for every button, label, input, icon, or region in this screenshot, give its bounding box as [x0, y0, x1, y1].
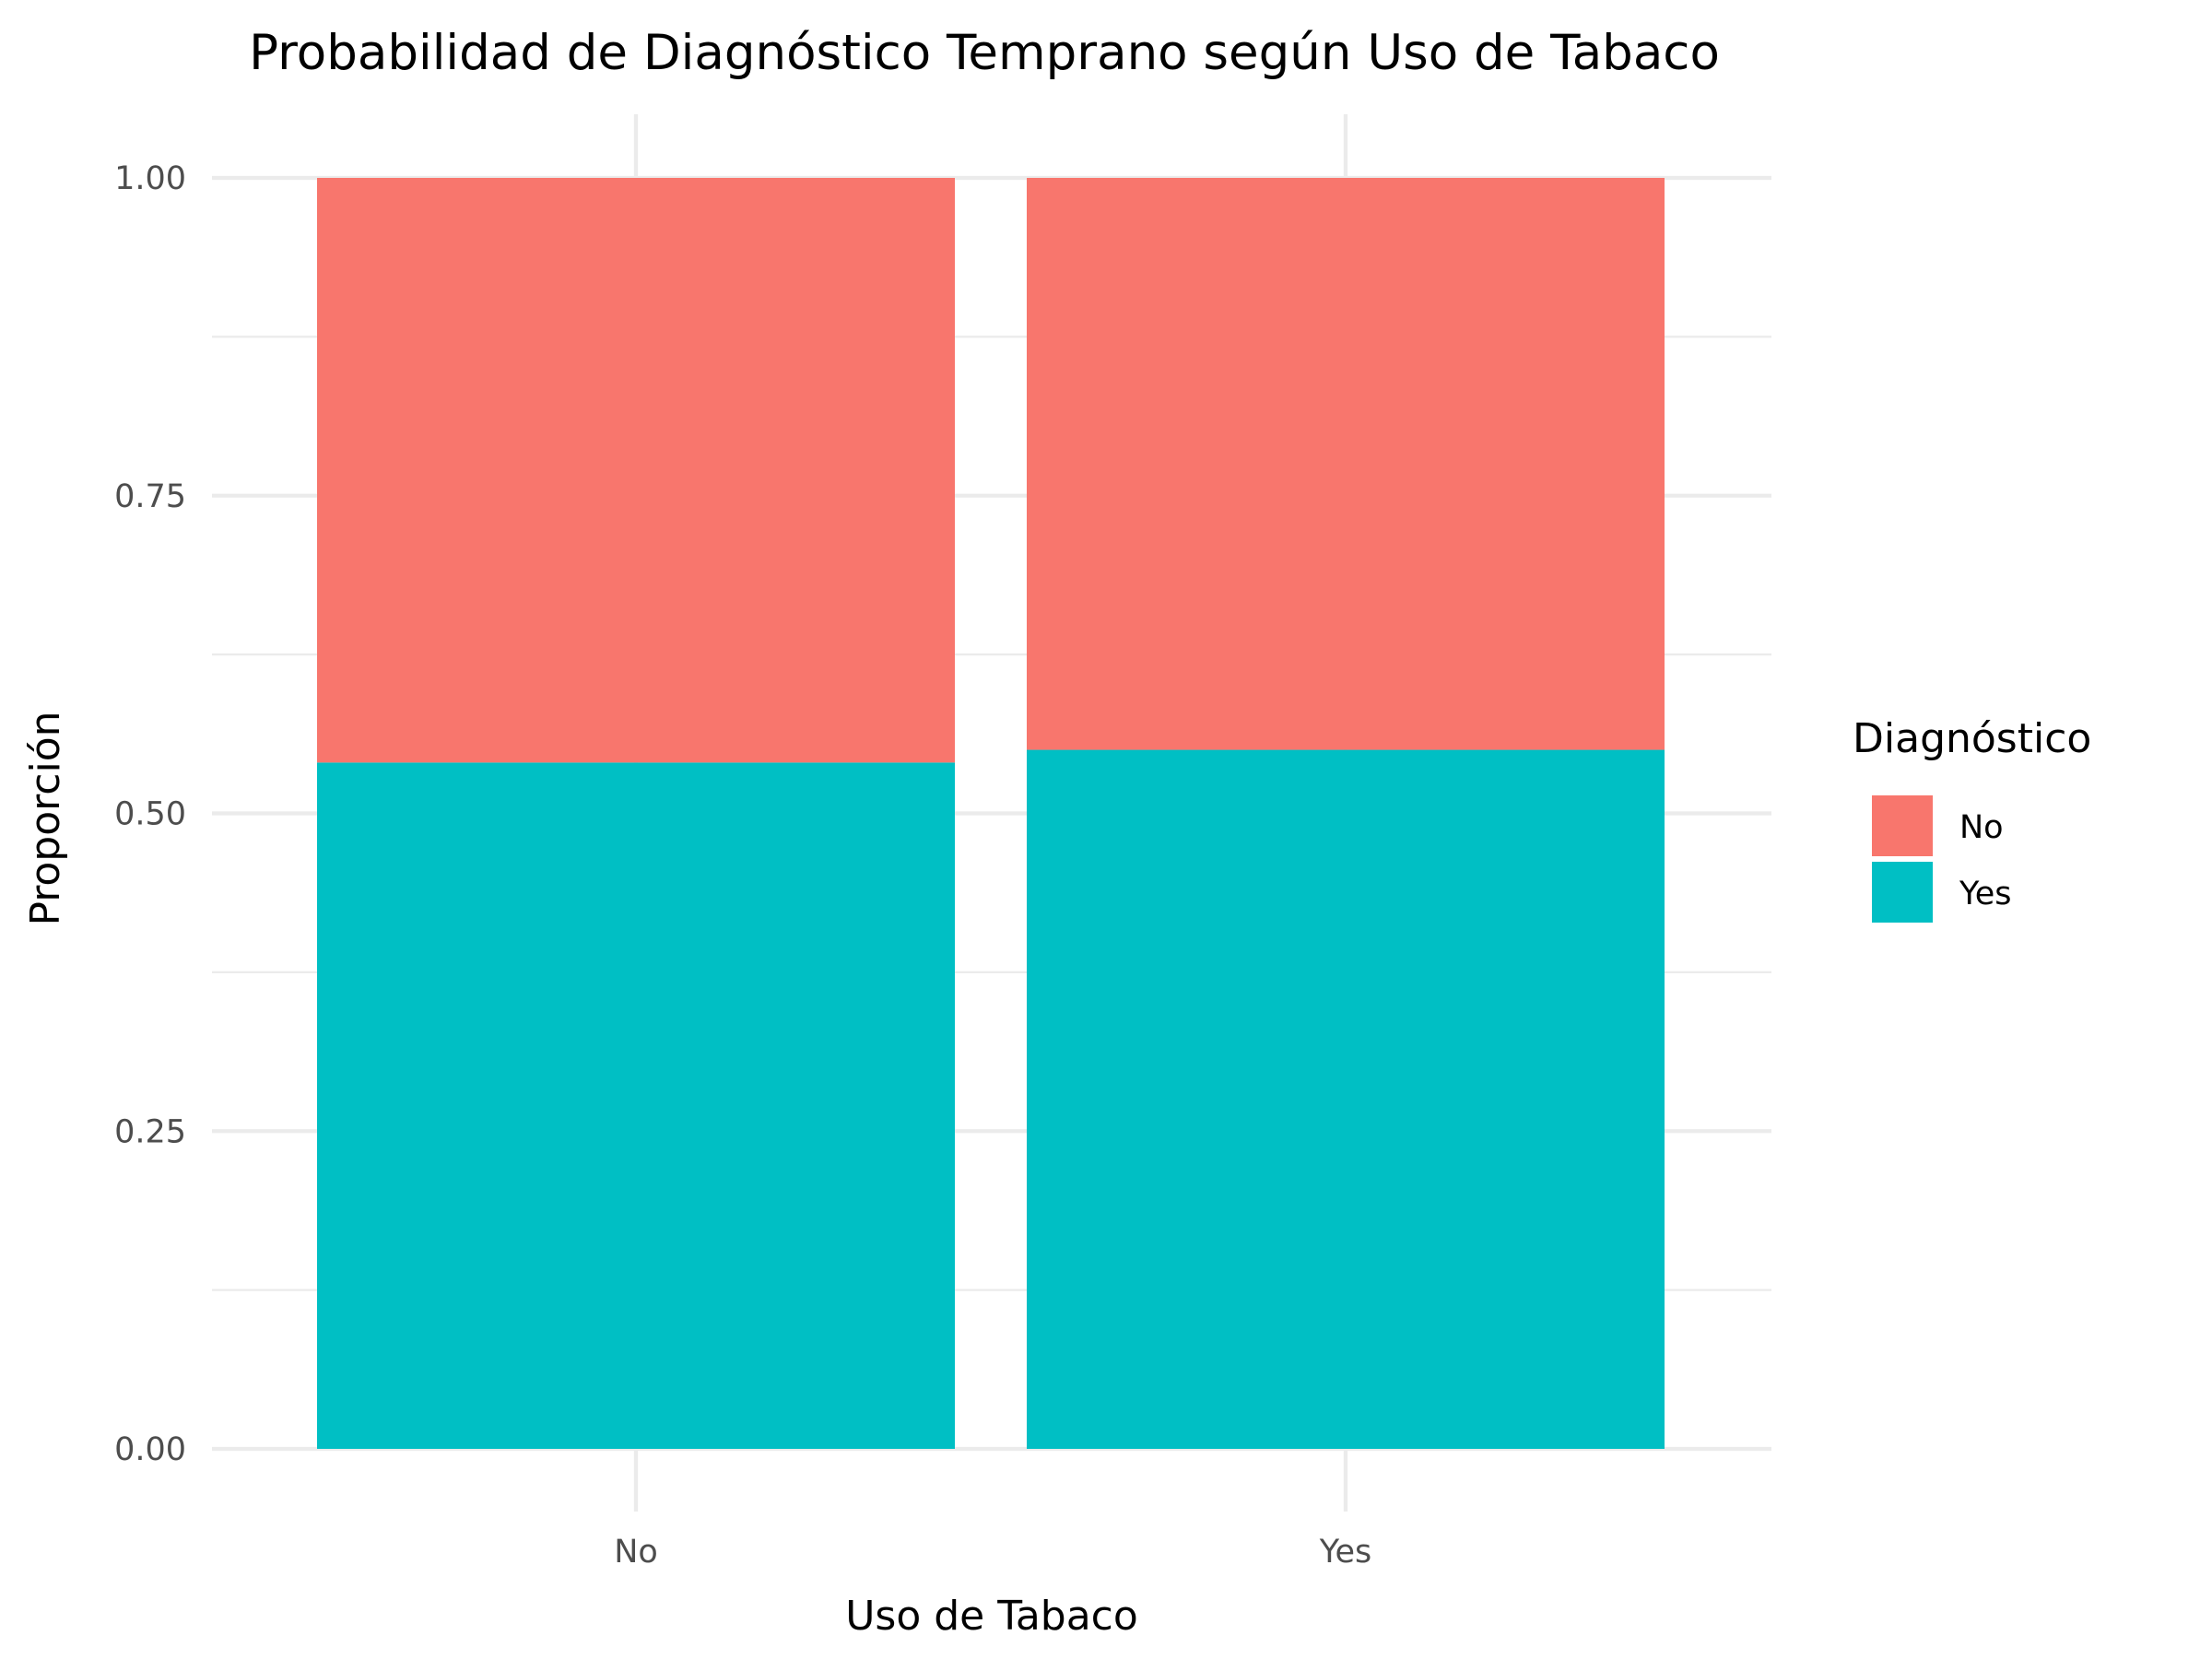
legend: Diagnóstico No Yes — [1853, 715, 2091, 923]
y-tick-label: 0.50 — [114, 796, 186, 833]
bar-yes-yes — [1027, 749, 1665, 1449]
y-tick-label: 0.75 — [114, 478, 186, 515]
bar-no-no — [317, 178, 955, 763]
bars — [317, 178, 1665, 1449]
x-axis-title: Uso de Tabaco — [845, 1593, 1138, 1640]
x-tick-label: No — [614, 1534, 658, 1571]
y-tick-label: 0.00 — [114, 1431, 186, 1468]
x-tick-labels: No Yes — [614, 1534, 1371, 1571]
y-tick-labels: 0.00 0.25 0.50 0.75 1.00 — [114, 160, 186, 1468]
chart-title: Probabilidad de Diagnóstico Temprano seg… — [249, 25, 1720, 81]
bar-yes-no — [1027, 178, 1665, 750]
x-tick-label: Yes — [1319, 1534, 1372, 1571]
legend-title: Diagnóstico — [1853, 715, 2091, 762]
legend-key-no — [1872, 795, 1933, 856]
legend-label-no: No — [1959, 809, 2004, 846]
y-axis-title: Proporción — [22, 712, 69, 926]
legend-key-yes — [1872, 862, 1933, 923]
legend-label-yes: Yes — [1959, 876, 2012, 912]
y-tick-label: 0.25 — [114, 1113, 186, 1150]
bar-no-yes — [317, 762, 955, 1449]
y-tick-label: 1.00 — [114, 160, 186, 197]
